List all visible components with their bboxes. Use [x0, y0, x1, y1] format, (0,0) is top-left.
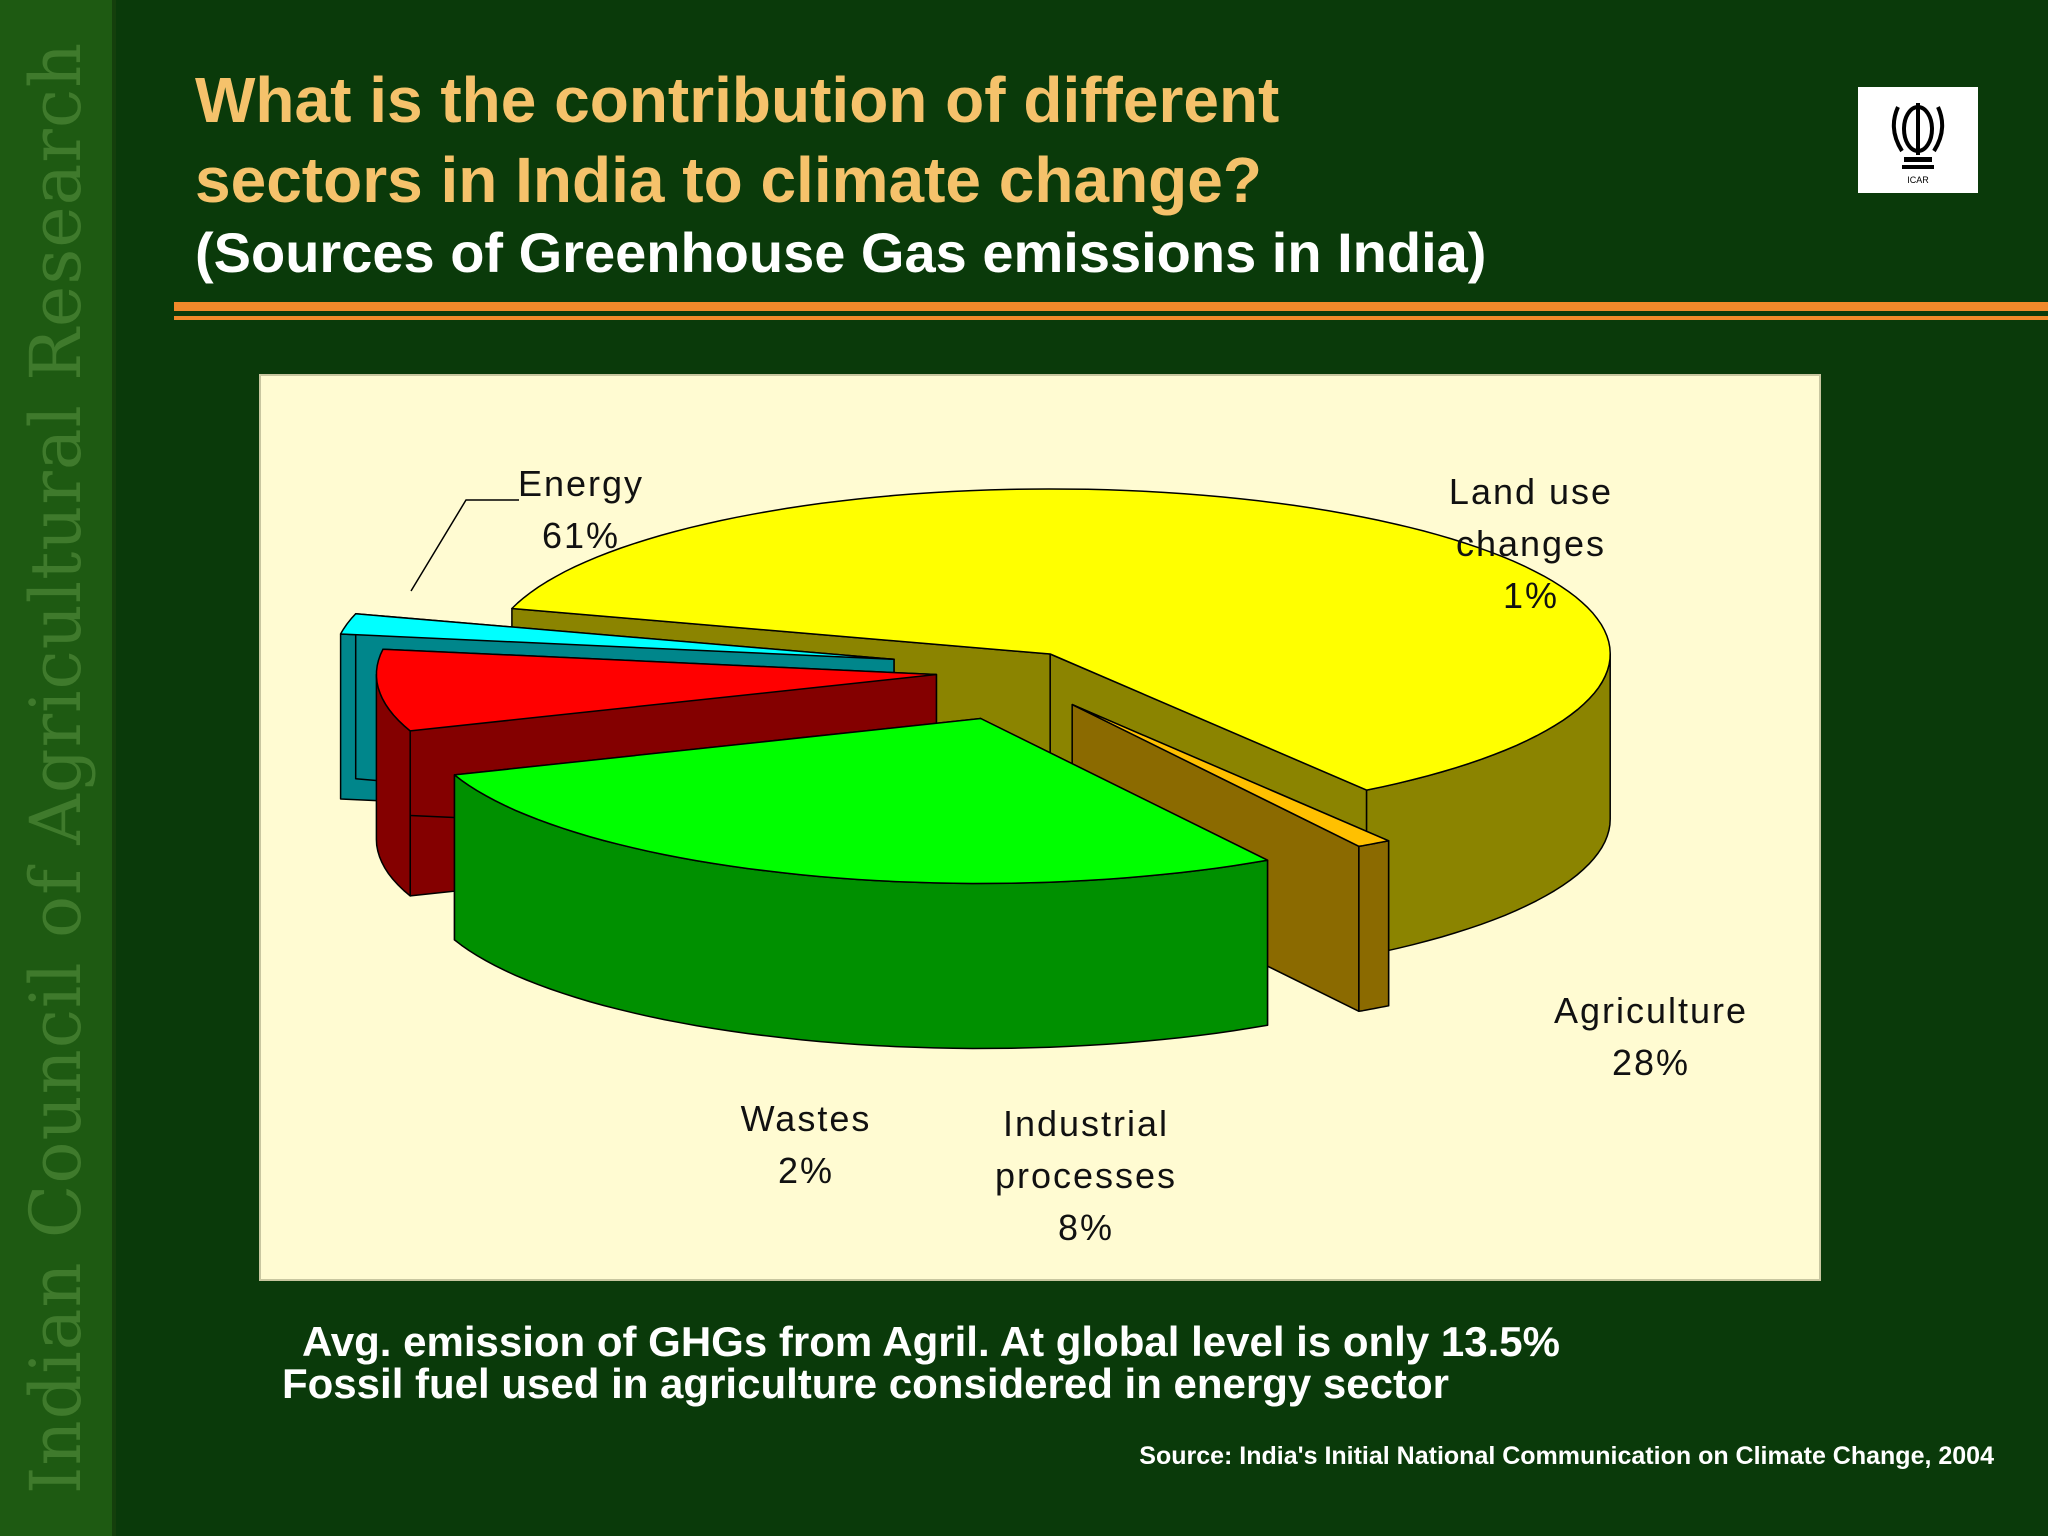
leader-line [410, 499, 519, 592]
label-land-use-changes: Land use changes 1% [1449, 471, 1613, 616]
data-label-text: changes [1456, 523, 1606, 564]
label-agriculture: Agriculture 28% [1554, 990, 1748, 1083]
data-label-text: Land use [1449, 471, 1613, 512]
slice-top [339, 613, 895, 661]
pie-chart: Energy 61% Land use changes 1% Agriculture 28%… [339, 463, 1748, 1248]
title-rule-thick [174, 302, 2048, 311]
slide-title: What is the contribution of different se… [195, 60, 1795, 220]
title-line-1: What is the contribution of different [195, 64, 1280, 136]
label-wastes: Wastes 2% [741, 1098, 872, 1191]
source-citation: Source: India's Initial National Communi… [1139, 1442, 1994, 1470]
icar-logo: ICAR [1858, 87, 1978, 193]
side-organization-text: Indian Council of Agricultural Research [15, 41, 97, 1495]
note-fossil-fuel: Fossil fuel used in agriculture consider… [282, 1360, 1449, 1407]
data-label-text: Industrial [1003, 1103, 1169, 1144]
data-label-text: Wastes [741, 1098, 872, 1139]
slice-top [1071, 703, 1390, 848]
slice-outer-wall [1358, 840, 1390, 1013]
data-label-text: processes [995, 1155, 1177, 1196]
title-line-2: sectors in India to climate change? [195, 144, 1262, 216]
logo-text: ICAR [1907, 175, 1929, 185]
label-energy: Energy 61% [410, 463, 644, 592]
slide-subtitle: (Sources of Greenhouse Gas emissions in … [195, 221, 1487, 284]
slice-top [375, 648, 938, 732]
title-rule-thin [174, 316, 2048, 320]
side-band: Indian Council of Agricultural Research [0, 0, 116, 1536]
data-label-value: 61% [542, 515, 620, 556]
data-label-value: 28% [1612, 1042, 1690, 1083]
note-global-average: Avg. emission of GHGs from Agril. At glo… [302, 1318, 1560, 1365]
data-label-value: 8% [1058, 1207, 1114, 1248]
data-label-text: Energy [518, 463, 644, 504]
data-label-text: Agriculture [1554, 990, 1748, 1031]
chart-panel: Energy 61% Land use changes 1% Agriculture 28%… [259, 374, 1821, 1281]
slice-top [453, 717, 1269, 885]
slice-top [511, 488, 1611, 791]
data-label-value: 1% [1503, 575, 1559, 616]
icar-logo-emblem: ICAR [1891, 103, 1945, 185]
data-label-value: 2% [778, 1150, 834, 1191]
label-industrial-processes: Industrial processes 8% [995, 1103, 1177, 1248]
slice-agriculture [453, 717, 1269, 1050]
